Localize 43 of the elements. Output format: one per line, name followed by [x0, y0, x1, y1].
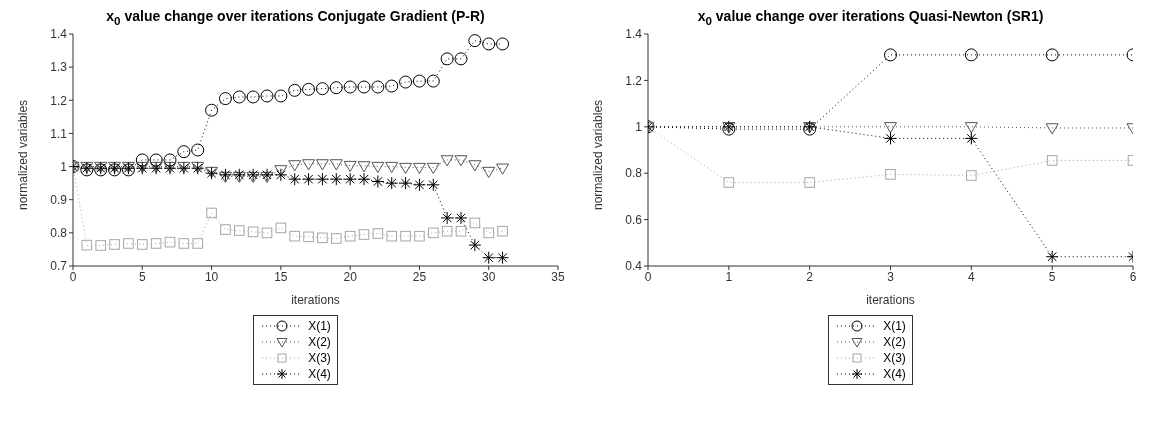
y-tick-label: 0.7	[50, 259, 68, 274]
y-tick-label: 1.2	[625, 73, 643, 88]
legend-label: X(3)	[308, 351, 331, 365]
x-axis-title: iterations	[866, 293, 915, 307]
x-tick-label: 25	[412, 269, 427, 284]
x-tick-label: 3	[887, 269, 895, 284]
y-tick-label: 1.1	[50, 126, 68, 141]
x-tick-label: 1	[725, 269, 733, 284]
x-axis-title: iterations	[291, 293, 340, 307]
y-tick-label: 0.8	[625, 166, 643, 181]
x-tick-label: 15	[274, 269, 288, 284]
y-tick-label: 1	[635, 120, 643, 135]
y-tick-label: 1.3	[50, 60, 68, 75]
x-tick-label: 30	[482, 269, 496, 284]
y-tick-label: 1	[60, 159, 68, 174]
legend-label: X(4)	[308, 367, 331, 381]
y-axis-title: normalized variables	[16, 99, 31, 210]
y-tick-label: 0.8	[50, 226, 68, 241]
x-tick-label: 4	[967, 269, 975, 284]
x-tick-label: 6	[1129, 269, 1137, 284]
x-tick-label: 2	[806, 269, 814, 284]
y-tick-label: 1.4	[50, 27, 68, 42]
y-tick-label: 0.6	[625, 212, 643, 227]
x-tick-label: 5	[1048, 269, 1056, 284]
y-tick-label: 0.9	[50, 192, 68, 207]
x-tick-label: 20	[343, 269, 358, 284]
x-tick-label: 35	[551, 269, 565, 284]
legend-label: X(3)	[883, 351, 906, 365]
x-tick-label: 0	[644, 269, 652, 284]
legend-label: X(4)	[883, 367, 906, 381]
y-tick-label: 1.2	[50, 93, 68, 108]
y-tick-label: 0.4	[625, 259, 643, 274]
legend-label: X(1)	[308, 319, 331, 333]
legend-label: X(1)	[883, 319, 906, 333]
y-tick-label: 1.4	[625, 27, 643, 42]
legend-label: X(2)	[308, 335, 331, 349]
chart-title: x$_{0}$ value change over iterations Quasi-Newton (SR1)	[696, 8, 1045, 27]
x-tick-label: 10	[204, 269, 219, 284]
x-tick-label: 5	[138, 269, 146, 284]
x-tick-label: 0	[69, 269, 77, 284]
y-axis-title: normalized variables	[591, 99, 606, 210]
legend-label: X(2)	[883, 335, 906, 349]
chart-title: x$_{0}$ value change over iterations Conjugate Gradient (P-R)	[105, 8, 486, 27]
